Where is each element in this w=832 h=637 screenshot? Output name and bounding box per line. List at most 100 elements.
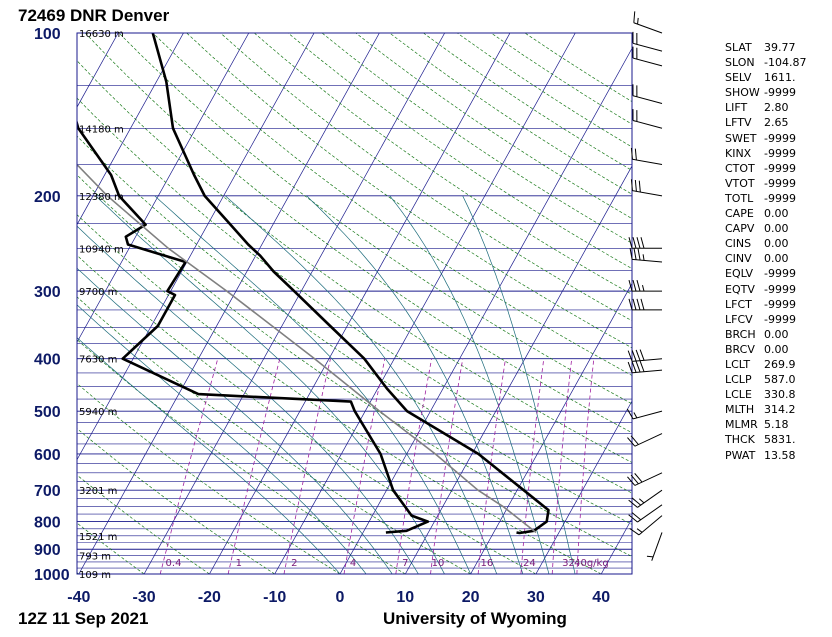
wind-barb-flag <box>636 279 641 292</box>
index-key: LFTV <box>725 116 752 130</box>
wind-barb-staff <box>637 489 663 508</box>
index-key: LFCT <box>725 297 752 311</box>
wind-barb-flag <box>628 514 638 523</box>
wind-barb <box>627 433 663 447</box>
wind-barb-staff <box>632 57 663 67</box>
index-value: 39.77 <box>764 41 796 54</box>
wind-barb-flag <box>639 349 645 361</box>
index-key: VTOT <box>725 176 755 190</box>
wind-barb-flag <box>627 361 633 373</box>
wind-barb-half-flag <box>642 254 645 261</box>
index-row: TOTL -9999 <box>725 191 806 206</box>
pressure-tick-label: 800 <box>34 515 61 532</box>
height-label: 793 m <box>79 552 111 563</box>
mixing-ratio-line <box>551 358 573 574</box>
index-value: 5.18 <box>764 418 789 432</box>
mixing-ratio-line <box>520 358 545 574</box>
index-value: -9999 <box>764 161 796 175</box>
index-value: 0.00 <box>764 237 789 251</box>
wind-barb-flag <box>630 179 633 191</box>
index-row: CTOT -9999 <box>725 161 806 176</box>
mixing-ratio-line <box>395 358 432 574</box>
pressure-tick-label: 700 <box>34 483 61 500</box>
index-row: LFCV -9999 <box>725 312 806 327</box>
wind-barb <box>627 472 663 486</box>
index-value: -9999 <box>764 146 796 160</box>
index-row: LFCT -9999 <box>725 297 806 312</box>
wind-barb-flag <box>631 512 642 521</box>
dry-adiabat <box>77 428 275 574</box>
index-row: EQTV -9999 <box>725 282 806 297</box>
mixing-ratio-label: 4 <box>350 558 356 569</box>
wind-barb <box>632 109 663 129</box>
index-key: LIFT <box>725 101 748 115</box>
isotherm-line <box>535 400 632 574</box>
wind-barb-half-flag <box>646 555 654 558</box>
moist-adiabat <box>77 304 367 574</box>
pressure-tick-label: 400 <box>34 352 61 369</box>
dewpoint-profile <box>77 118 430 534</box>
index-row: BRCV 0.00 <box>725 342 806 357</box>
dry-adiabat <box>152 33 632 376</box>
dry-adiabat <box>77 174 632 557</box>
dry-adiabat <box>77 474 210 574</box>
temperature-tick-label: 0 <box>336 589 345 606</box>
index-row: LCLT 269.9 <box>725 357 806 372</box>
wind-barb-flag <box>629 527 640 536</box>
index-key: LCLP <box>725 373 752 387</box>
mixing-ratio-line <box>227 358 281 574</box>
index-key: SLON <box>725 56 755 70</box>
index-key: LCLE <box>725 388 752 402</box>
index-row: SWET -9999 <box>725 131 806 146</box>
wind-barb-flag <box>634 473 643 483</box>
wind-barb <box>632 31 663 52</box>
index-row: CAPV 0.00 <box>725 221 806 236</box>
wind-barb-flag <box>627 350 633 362</box>
temperature-tick-label: 20 <box>462 589 480 606</box>
index-value: 0.00 <box>764 252 789 266</box>
wind-barb-flag <box>638 180 641 193</box>
wind-barb-staff <box>632 369 663 374</box>
isotherm-line <box>78 33 380 574</box>
index-key: SWET <box>725 131 757 145</box>
index-value: -9999 <box>764 267 796 281</box>
index-key: MLTH <box>725 403 755 417</box>
index-row: LCLP 587.0 <box>725 372 806 387</box>
pressure-tick-label: 200 <box>34 189 61 206</box>
wind-barb-flag <box>634 179 637 192</box>
wind-barb-flag <box>627 476 636 486</box>
mixing-ratio-line <box>343 358 386 574</box>
index-key: SHOW <box>725 86 760 100</box>
index-row: MLMR 5.18 <box>725 417 806 432</box>
index-row: SLON -104.87 <box>725 55 806 70</box>
dry-adiabat <box>77 60 632 463</box>
isotherm-line <box>470 282 632 574</box>
index-row: LFTV 2.65 <box>725 115 806 130</box>
moist-adiabat <box>462 195 576 574</box>
pressure-tick-label: 300 <box>34 284 61 301</box>
index-key: THCK <box>725 433 755 447</box>
index-row: THCK 5831. <box>725 432 806 447</box>
wind-barb-flag <box>631 350 637 362</box>
height-label: 14180 m <box>79 124 124 135</box>
isotherm-line <box>274 33 576 574</box>
isotherm-line <box>77 33 184 226</box>
index-row: MLTH 314.2 <box>725 402 806 417</box>
dry-adiabat <box>77 383 341 574</box>
wind-barb-staff <box>634 472 663 486</box>
wind-barb <box>629 515 663 536</box>
dry-adiabat <box>84 33 632 434</box>
mixing-ratio-label: 40g/kg <box>574 558 609 569</box>
wind-barb <box>628 279 662 292</box>
wind-barb-flag <box>628 298 633 311</box>
index-row: KINX -9999 <box>725 146 806 161</box>
wind-barb-flag <box>631 361 637 373</box>
height-label: 7630 m <box>79 355 117 366</box>
dry-adiabat <box>77 214 602 574</box>
index-row: SELV 1611. <box>725 70 806 85</box>
wind-barb <box>646 532 663 561</box>
isotherm-line <box>209 33 511 574</box>
index-value: 5831. <box>764 433 796 447</box>
index-key: LFCV <box>725 312 753 326</box>
